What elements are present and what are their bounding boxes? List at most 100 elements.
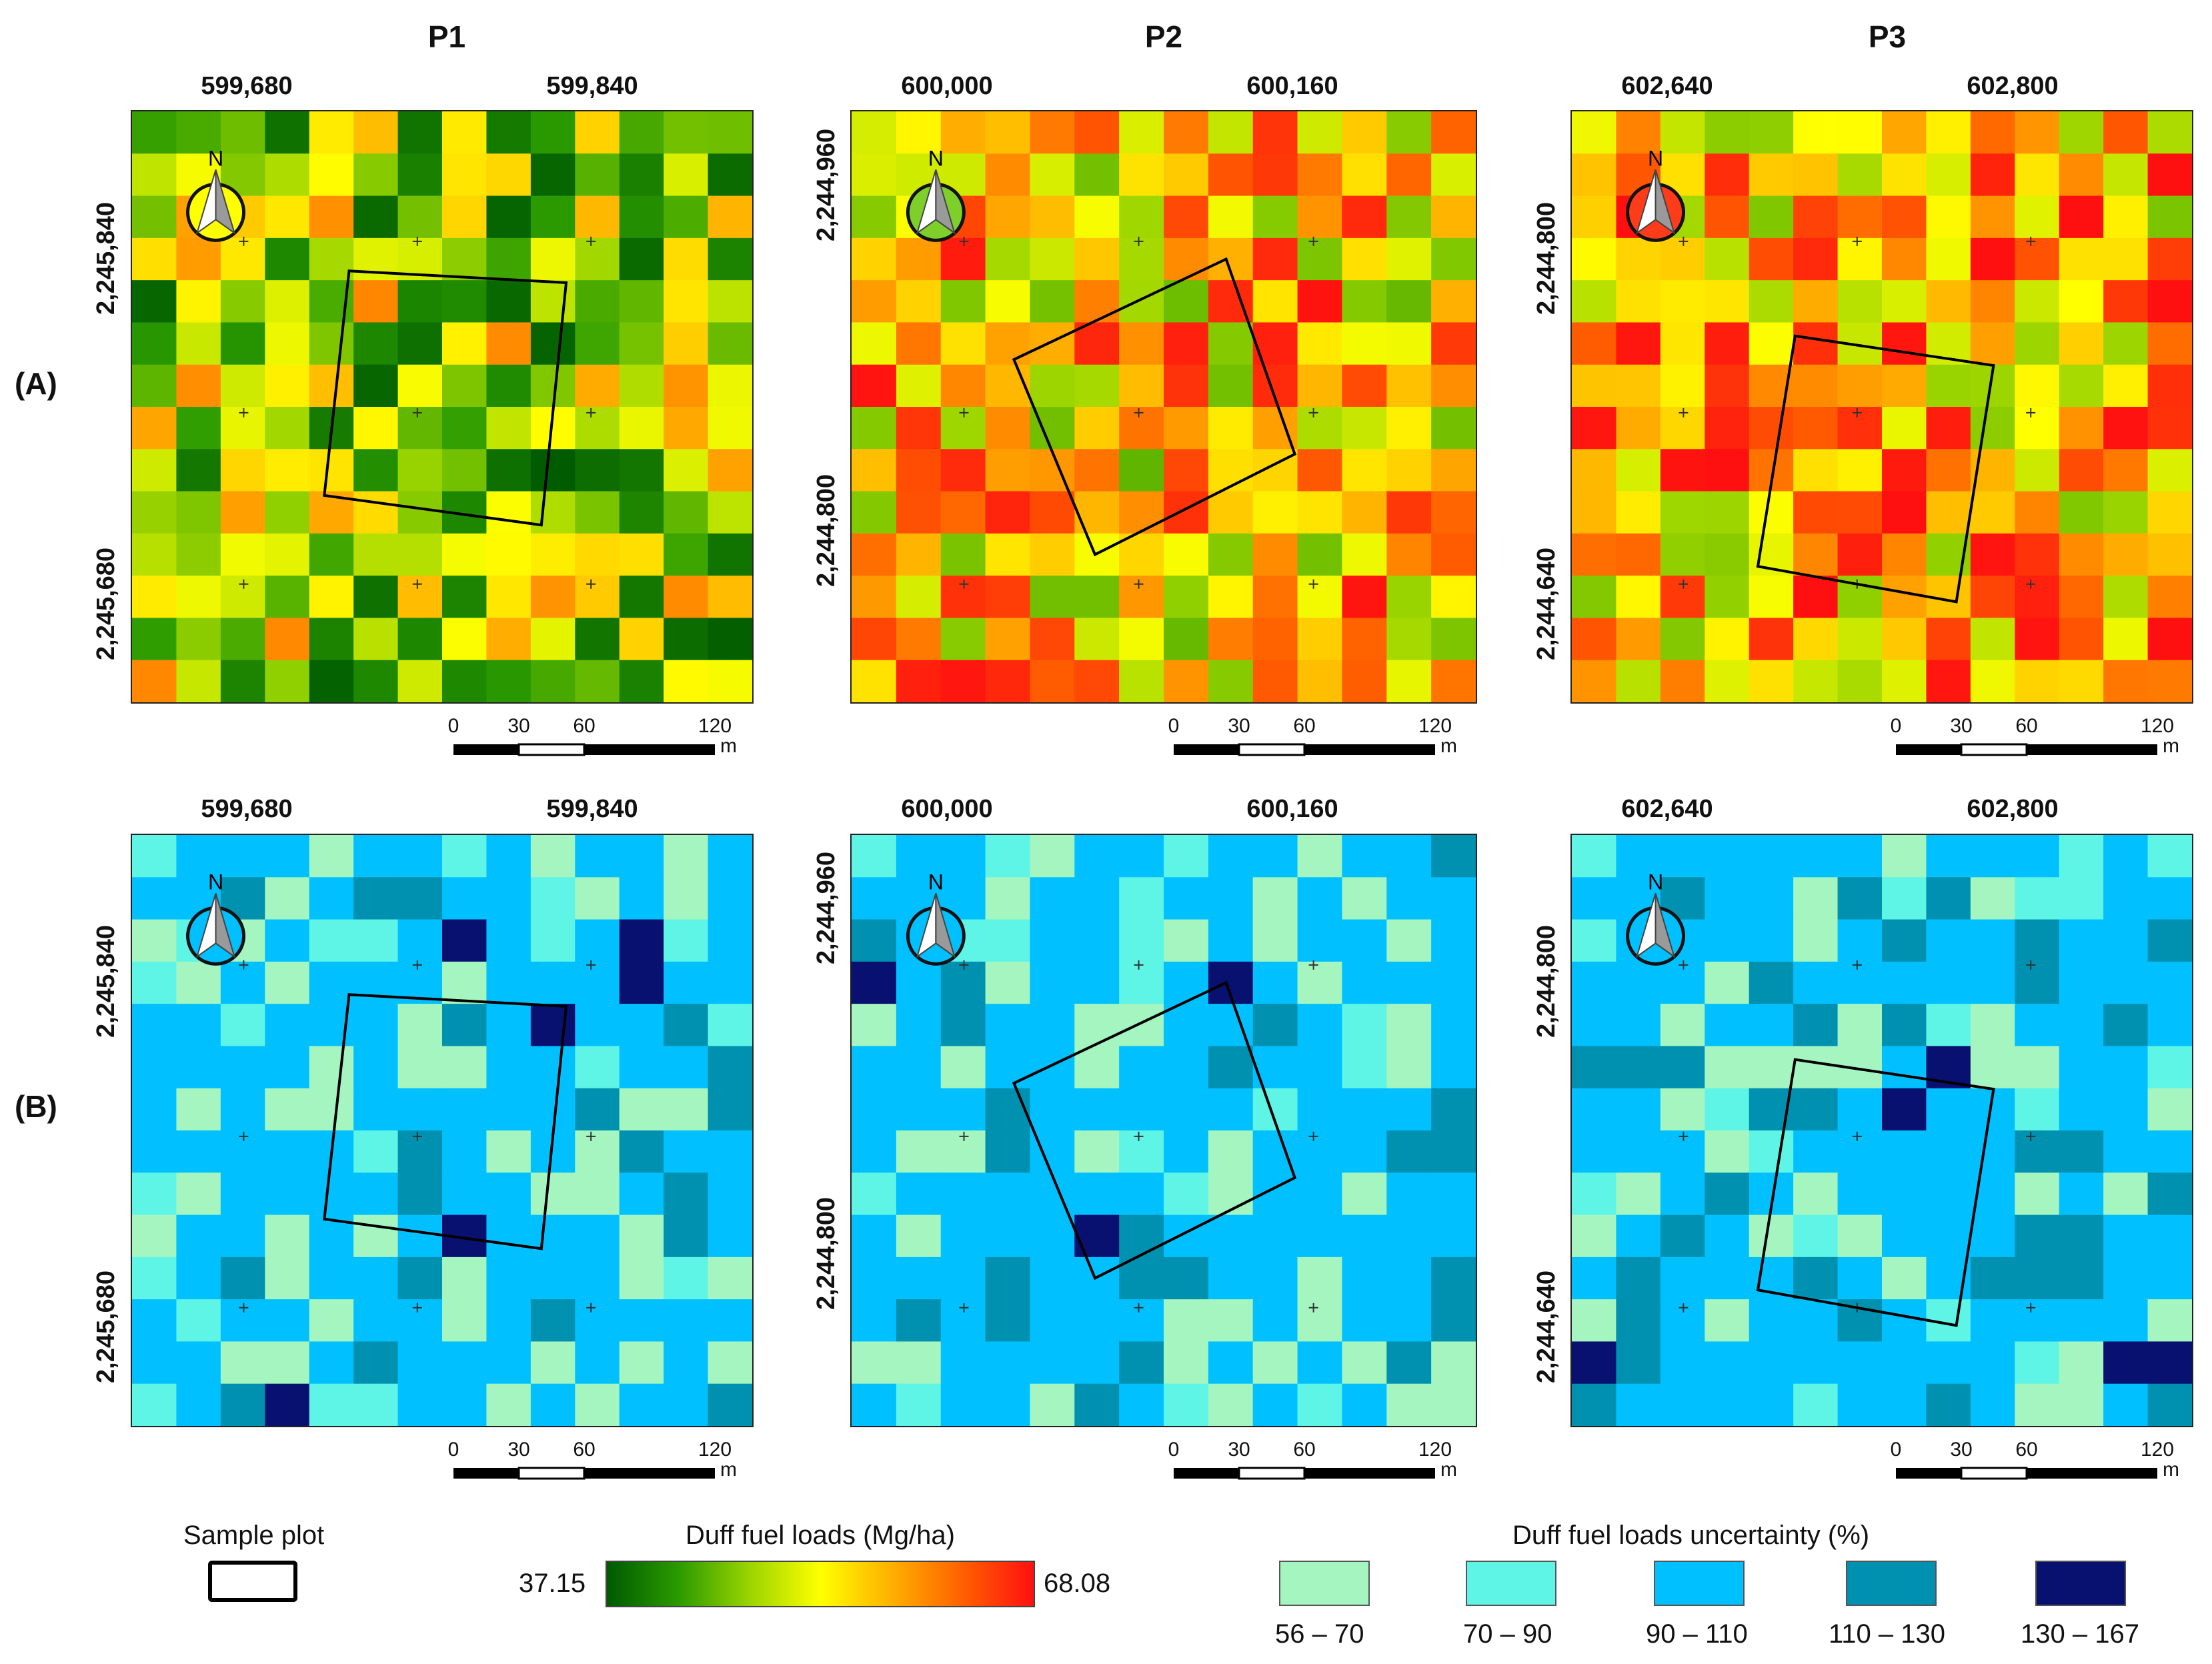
raster-cell bbox=[896, 1299, 942, 1343]
xtick-b2-right: 600,160 bbox=[1246, 795, 1338, 823]
raster-cell bbox=[1572, 1257, 1617, 1300]
raster-cell bbox=[1074, 280, 1120, 323]
north-label: N bbox=[208, 870, 223, 894]
raster-cell bbox=[220, 111, 266, 155]
raster-cell bbox=[1431, 195, 1476, 239]
raster-cell bbox=[530, 618, 576, 661]
raster-cell bbox=[442, 449, 487, 492]
raster-cell bbox=[1119, 1299, 1164, 1343]
raster-cell bbox=[397, 1172, 443, 1216]
raster-cell bbox=[896, 449, 942, 492]
raster-cell bbox=[176, 576, 221, 619]
raster-cell bbox=[575, 322, 620, 365]
raster-cell bbox=[442, 618, 487, 661]
raster-cell bbox=[1297, 449, 1343, 492]
raster-cell bbox=[1030, 618, 1076, 661]
raster-cell bbox=[664, 1172, 709, 1216]
raster-cell bbox=[1837, 1257, 1883, 1300]
raster-cell bbox=[486, 364, 531, 407]
raster-cell bbox=[1164, 660, 1209, 702]
raster-cell bbox=[1616, 407, 1661, 450]
raster-cell bbox=[896, 1341, 942, 1385]
raster-cell bbox=[575, 1004, 620, 1047]
raster-cell bbox=[1616, 660, 1661, 702]
raster-cell bbox=[1749, 919, 1794, 962]
raster-cell bbox=[619, 1130, 664, 1174]
raster-cell bbox=[1342, 1341, 1388, 1385]
raster-cell bbox=[1572, 1214, 1617, 1258]
raster-cell bbox=[2103, 1172, 2149, 1216]
raster-cell bbox=[1837, 1004, 1883, 1047]
raster-cell bbox=[1616, 1046, 1661, 1089]
raster-cell bbox=[1837, 111, 1883, 155]
raster-cell bbox=[708, 1257, 752, 1300]
raster-cell bbox=[1119, 919, 1164, 962]
raster-cell bbox=[397, 618, 443, 661]
graticule-cross bbox=[412, 1303, 422, 1313]
raster-cell bbox=[220, 449, 266, 492]
north-label: N bbox=[208, 146, 223, 170]
raster-cell bbox=[1749, 1214, 1794, 1258]
graticule-cross bbox=[586, 236, 596, 246]
raster-cell bbox=[486, 195, 531, 239]
raster-cell bbox=[220, 1341, 266, 1385]
raster-cell bbox=[985, 660, 1031, 702]
raster-cell bbox=[1970, 195, 2016, 239]
raster-cell bbox=[265, 835, 310, 878]
raster-cell bbox=[220, 491, 266, 534]
ytick-b3-bottom: 2,244,640 bbox=[1532, 1270, 1560, 1383]
raster-cell bbox=[1572, 195, 1617, 239]
raster-cell bbox=[2059, 576, 2104, 619]
raster-cell bbox=[176, 1214, 221, 1258]
raster-cell bbox=[1208, 491, 1254, 534]
raster-cell bbox=[896, 1004, 942, 1047]
raster-cell bbox=[896, 961, 942, 1004]
raster-cell bbox=[1749, 961, 1794, 1004]
raster-cell bbox=[220, 1004, 266, 1047]
ytick-a3-top: 2,244,800 bbox=[1532, 201, 1560, 315]
raster-cell bbox=[1572, 1341, 1617, 1385]
raster-cell bbox=[1882, 1383, 1927, 1426]
raster-cell bbox=[619, 407, 664, 450]
raster-cell bbox=[1926, 1214, 1971, 1258]
raster-cell bbox=[1386, 1004, 1432, 1047]
raster-cell bbox=[619, 449, 664, 492]
raster-cell bbox=[1119, 280, 1164, 323]
raster-cell bbox=[397, 660, 443, 702]
raster-cell bbox=[1431, 877, 1476, 920]
raster-cell bbox=[2103, 237, 2149, 281]
raster-cell bbox=[486, 1130, 531, 1174]
raster-cell bbox=[1793, 364, 1839, 407]
graticule-cross bbox=[412, 579, 422, 589]
raster-cell bbox=[1926, 961, 1971, 1004]
north-label: N bbox=[928, 146, 944, 170]
fuel-loads-raster: N bbox=[1572, 111, 2192, 702]
raster-cell bbox=[1119, 153, 1164, 197]
raster-cell bbox=[2059, 1130, 2104, 1174]
raster-cell bbox=[220, 1172, 266, 1216]
raster-cell bbox=[353, 364, 399, 407]
legend-class-swatch-1 bbox=[1279, 1561, 1370, 1606]
raster-cell bbox=[1749, 491, 1794, 534]
graticule-cross bbox=[239, 407, 249, 418]
raster-cell bbox=[1252, 961, 1298, 1004]
raster-cell bbox=[2103, 1214, 2149, 1258]
raster-cell bbox=[1882, 618, 1927, 661]
raster-cell bbox=[1616, 1130, 1661, 1174]
raster-cell bbox=[852, 1299, 897, 1343]
raster-cell bbox=[1926, 407, 1971, 450]
raster-cell bbox=[708, 491, 752, 534]
raster-cell bbox=[2103, 618, 2149, 661]
raster-cell bbox=[1926, 1383, 1971, 1426]
raster-cell bbox=[1297, 1046, 1343, 1089]
raster-cell bbox=[575, 195, 620, 239]
raster-cell bbox=[619, 237, 664, 281]
scale-tick-120: 120 bbox=[1418, 715, 1452, 737]
raster-cell bbox=[1297, 576, 1343, 619]
raster-cell bbox=[1431, 1299, 1476, 1343]
raster-cell bbox=[1252, 533, 1298, 576]
raster-cell bbox=[2015, 1004, 2060, 1047]
graticule-cross bbox=[239, 236, 249, 246]
column-title-p1: P1 bbox=[427, 19, 466, 54]
raster-cell bbox=[1793, 1214, 1839, 1258]
